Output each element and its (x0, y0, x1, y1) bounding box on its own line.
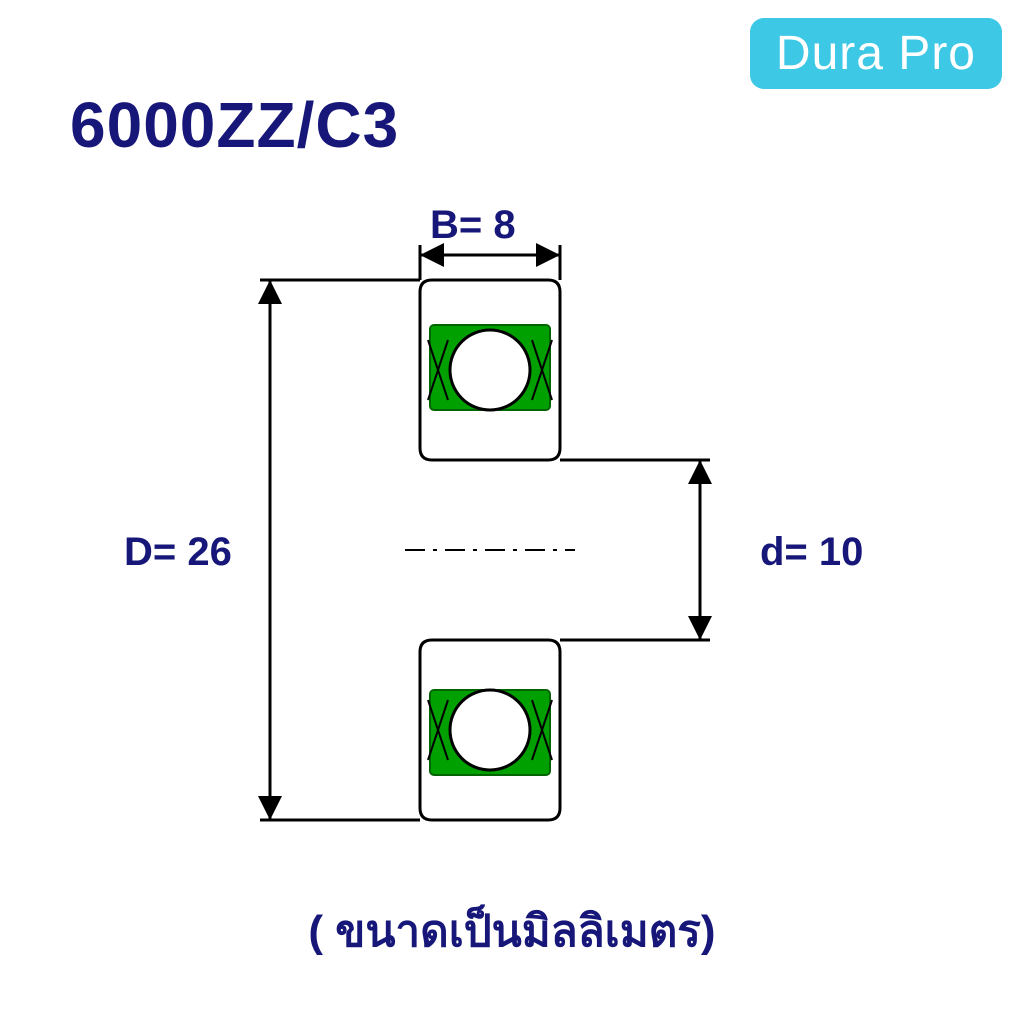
bearing-diagram (205, 195, 765, 875)
product-code: 6000ZZ/C3 (70, 88, 399, 162)
brand-badge: Dura Pro (750, 18, 1002, 89)
dimension-label-d: d= 10 (760, 530, 863, 575)
unit-note: ( ขนาดเป็นมิลลิเมตร) (0, 896, 1024, 966)
